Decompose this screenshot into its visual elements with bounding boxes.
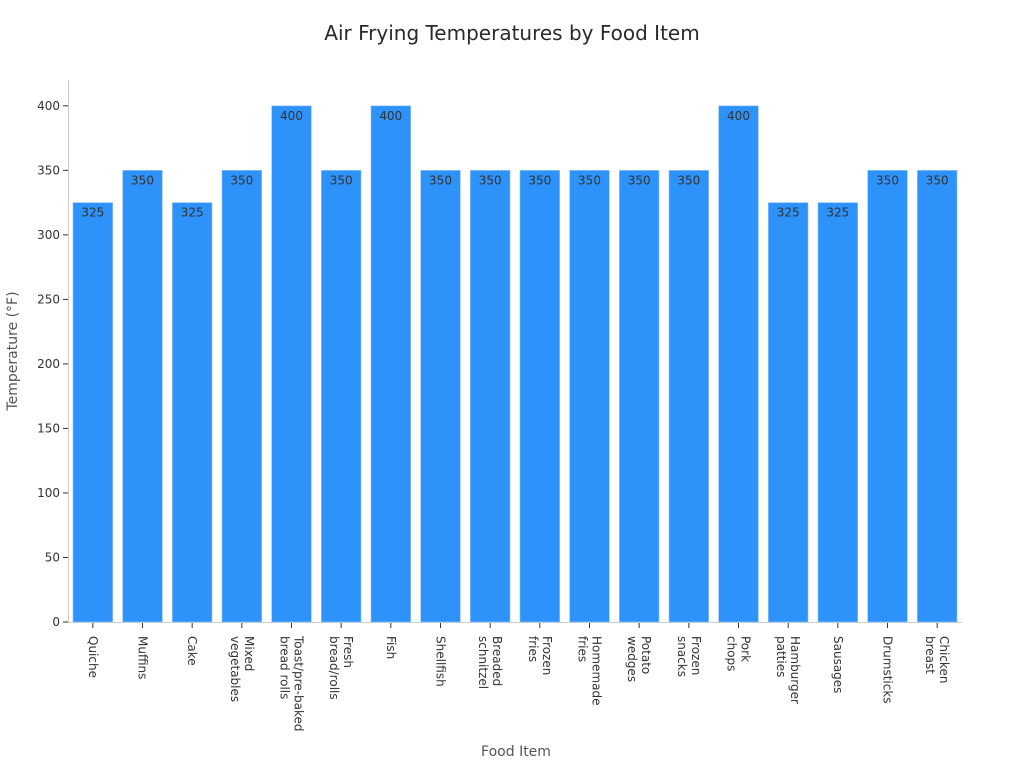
x-tick-label-line: Homemade	[590, 636, 604, 705]
x-tick-label: Quiche	[86, 636, 100, 678]
bar	[519, 170, 561, 623]
x-tick-label: Shellfish	[434, 636, 448, 687]
x-tick-label: Sausages	[831, 636, 845, 693]
x-tick-label-line: Frozen	[540, 636, 554, 675]
x-tick-label: Toast/pre-bakedbread rolls	[278, 635, 306, 731]
x-tick-label-line: Sausages	[831, 636, 845, 693]
x-tick-label-line: Drumsticks	[881, 636, 895, 704]
x-tick-label: Fish	[384, 636, 398, 659]
y-tick-label: 0	[52, 615, 60, 629]
x-tick-label: Potatowedges	[625, 636, 653, 682]
x-tick-label-line: wedges	[625, 636, 639, 682]
x-tick-label-line: bread/rolls	[327, 636, 341, 700]
data-label: 350	[677, 173, 700, 187]
bar	[718, 105, 759, 623]
x-tick-label-line: fries	[576, 636, 590, 662]
x-tick-label: Frozensnacks	[675, 636, 703, 677]
x-tick-label-line: Fresh	[341, 636, 355, 668]
y-tick-label: 400	[37, 99, 60, 113]
data-label: 350	[926, 173, 949, 187]
data-label: 350	[230, 173, 253, 187]
x-tick-label-line: snacks	[675, 636, 689, 677]
bar	[817, 202, 859, 623]
x-tick-label-line: breast	[923, 636, 937, 674]
y-tick-label: 150	[37, 421, 60, 435]
x-tick-label-line: Mixed	[242, 636, 256, 671]
x-tick-label: Breadedschnitzel	[476, 636, 504, 689]
data-label: 350	[479, 173, 502, 187]
x-tick-label-line: Chicken	[937, 636, 951, 683]
x-tick-label-line: Quiche	[86, 636, 100, 678]
bar	[767, 202, 809, 623]
x-tick-label: Porkchops	[725, 636, 753, 671]
chart-title: Air Frying Temperatures by Food Item	[324, 21, 699, 45]
x-tick-label-line: Shellfish	[434, 636, 448, 687]
x-tick-label-line: Pork	[739, 636, 753, 662]
data-label: 400	[280, 109, 303, 123]
bar	[370, 105, 412, 623]
x-tick-label-line: Breaded	[490, 636, 504, 686]
x-tick-label: Freshbread/rolls	[327, 636, 355, 700]
bar	[916, 170, 958, 623]
data-label: 325	[826, 206, 849, 220]
x-tick-label-line: bread rolls	[278, 636, 292, 699]
data-label: 400	[379, 109, 402, 123]
x-tick-label: Chickenbreast	[923, 636, 951, 683]
data-label: 325	[81, 206, 104, 220]
bar	[122, 170, 163, 623]
data-label: 350	[578, 173, 601, 187]
y-tick-label: 250	[37, 292, 60, 306]
bar	[618, 170, 660, 623]
y-tick-label: 200	[37, 357, 60, 371]
bar	[221, 170, 262, 623]
x-tick-label-line: Toast/pre-baked	[292, 635, 306, 731]
x-tick-label: Cake	[185, 636, 199, 666]
data-label: 350	[876, 173, 899, 187]
x-tick-label-line: fries	[526, 636, 540, 662]
data-label: 350	[131, 173, 154, 187]
x-tick-label-line: Potato	[639, 636, 653, 674]
x-tick-label: Homemadefries	[576, 636, 604, 705]
x-tick-label: Frozenfries	[526, 636, 554, 675]
bar	[72, 202, 114, 623]
y-tick-label: 50	[45, 550, 60, 564]
x-axis-label: Food Item	[481, 744, 551, 760]
bar	[271, 105, 312, 623]
x-tick-label: Mixedvegetables	[228, 636, 256, 702]
bar	[469, 170, 511, 623]
x-tick-label-line: Fish	[384, 636, 398, 659]
x-tick-label-line: patties	[774, 636, 788, 677]
x-tick-label: Hamburgerpatties	[774, 636, 802, 704]
data-label: 350	[429, 173, 452, 187]
data-label: 350	[528, 173, 551, 187]
x-tick-label-line: Hamburger	[788, 636, 802, 704]
x-tick-label-line: schnitzel	[476, 636, 490, 689]
bar	[420, 170, 461, 623]
x-tick-label-line: vegetables	[228, 636, 242, 702]
data-label: 325	[777, 206, 800, 220]
data-label: 350	[628, 173, 651, 187]
y-tick-label: 100	[37, 486, 60, 500]
bar	[569, 170, 610, 623]
bar	[668, 170, 710, 623]
bar	[172, 202, 213, 623]
y-axis-label: Temperature (°F)	[5, 291, 21, 411]
y-tick-label: 350	[37, 163, 60, 177]
x-tick-label-line: Cake	[185, 636, 199, 666]
bar	[320, 170, 362, 623]
x-tick-label-line: chops	[725, 636, 739, 671]
data-label: 400	[727, 109, 750, 123]
data-label: 325	[181, 206, 204, 220]
x-tick-label-line: Muffins	[136, 636, 150, 679]
x-tick-label: Muffins	[136, 636, 150, 679]
bar	[867, 170, 908, 623]
x-tick-label-line: Frozen	[689, 636, 703, 675]
y-tick-label: 300	[37, 228, 60, 242]
x-tick-label: Drumsticks	[881, 636, 895, 704]
data-label: 350	[330, 173, 353, 187]
